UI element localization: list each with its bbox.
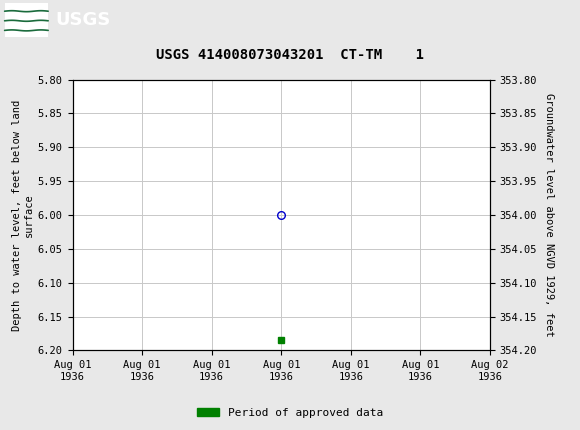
Text: USGS 414008073043201  CT-TM    1: USGS 414008073043201 CT-TM 1 <box>156 48 424 62</box>
Legend: Period of approved data: Period of approved data <box>193 403 387 422</box>
Y-axis label: Depth to water level, feet below land
surface: Depth to water level, feet below land su… <box>12 99 34 331</box>
FancyBboxPatch shape <box>5 3 48 37</box>
Text: USGS: USGS <box>55 11 110 29</box>
Y-axis label: Groundwater level above NGVD 1929, feet: Groundwater level above NGVD 1929, feet <box>544 93 554 337</box>
